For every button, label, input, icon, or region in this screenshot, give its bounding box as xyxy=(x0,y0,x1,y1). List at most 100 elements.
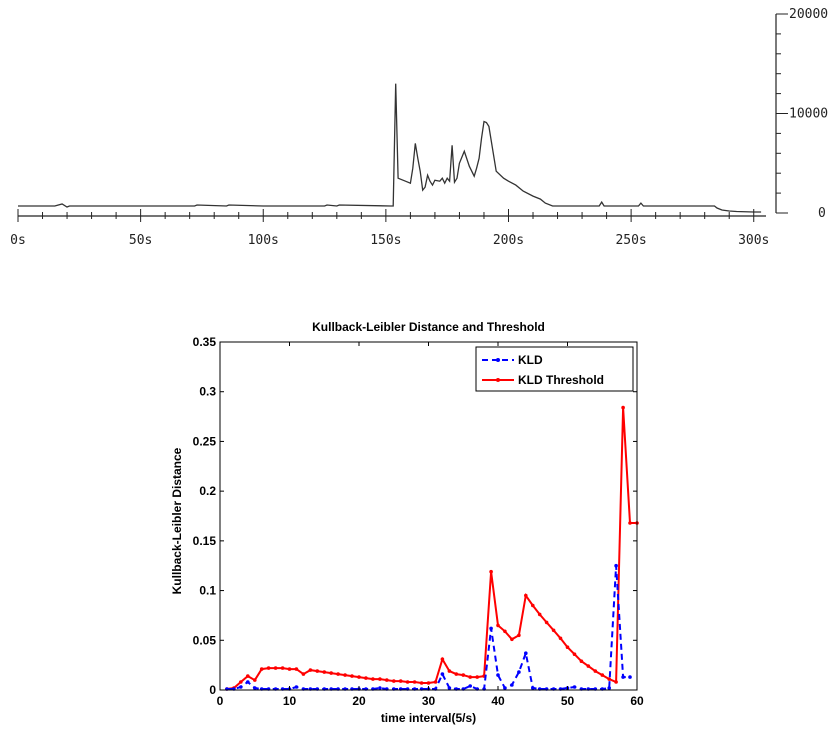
kld-threshold-point xyxy=(586,664,591,668)
kld-point xyxy=(614,563,618,568)
kld-point xyxy=(503,686,507,690)
x-tick-label: 60 xyxy=(630,694,644,708)
kld-threshold-point xyxy=(392,679,396,683)
x-tick-label: 40 xyxy=(491,694,505,708)
x-tick-label: 150s xyxy=(370,233,401,248)
kld-threshold-point xyxy=(378,677,382,681)
kld-point xyxy=(510,683,514,687)
legend-label: KLD xyxy=(518,353,543,367)
y-tick-label: 0.15 xyxy=(193,534,217,548)
kld-point xyxy=(517,670,521,674)
kld-threshold-point xyxy=(621,405,625,410)
x-tick-label: 0s xyxy=(10,233,26,248)
kld-threshold-point xyxy=(301,672,306,676)
kld-threshold-point xyxy=(336,672,340,676)
kld-threshold-point xyxy=(405,680,410,684)
chart-title: Kullback-Leibler Distance and Threshold xyxy=(312,320,545,334)
kld-threshold-point xyxy=(600,673,605,677)
kld-point xyxy=(621,675,625,679)
kld-threshold-point xyxy=(315,669,320,673)
top-chart-plot: 0s 50s 100s 150s 200s 250s 300s 0 10000 20000 xyxy=(10,7,828,248)
y-tick-label: 0.35 xyxy=(193,335,217,349)
y-tick-label: 0 xyxy=(818,206,826,221)
kld-threshold-point xyxy=(412,680,417,684)
kld-threshold-point xyxy=(537,612,542,617)
kld-threshold-point xyxy=(614,680,618,684)
y-tick-label: 0.2 xyxy=(199,484,216,498)
kld-threshold-point xyxy=(266,666,271,670)
kld-point xyxy=(607,686,611,690)
x-tick-label: 30 xyxy=(422,694,436,708)
kld-threshold-point xyxy=(607,677,611,681)
kld-threshold-point xyxy=(461,673,466,677)
kld-threshold-point xyxy=(558,636,563,641)
kld-threshold-point xyxy=(246,674,250,678)
kld-threshold-point xyxy=(385,678,389,682)
kld-point xyxy=(489,626,493,631)
kld-threshold-point xyxy=(524,593,528,598)
kld-threshold-point xyxy=(551,628,556,633)
x-tick-label: 250s xyxy=(615,233,646,248)
x-axis-label: time interval(5/s) xyxy=(381,711,476,725)
kld-threshold-point xyxy=(287,667,292,671)
kld-threshold-point xyxy=(308,668,313,672)
kld-threshold-point xyxy=(364,676,368,680)
kld-threshold-point xyxy=(433,680,438,684)
legend-box xyxy=(475,346,634,392)
kld-threshold-point xyxy=(447,669,452,673)
x-tick-label: 100s xyxy=(248,233,279,248)
kld-threshold-point xyxy=(371,677,375,681)
kld-threshold-point xyxy=(350,674,354,678)
kld-point xyxy=(378,686,382,690)
legend-label: KLD Threshold xyxy=(518,373,604,387)
series-line xyxy=(18,83,762,213)
kld-threshold-point xyxy=(454,672,459,676)
kld-point xyxy=(440,672,445,676)
x-tick-label: 10 xyxy=(283,694,297,708)
series-group xyxy=(225,405,639,691)
kld-threshold-line xyxy=(226,407,637,690)
y-axis-label: Kullback-Leibler Distance xyxy=(170,447,184,594)
kld-threshold-point xyxy=(565,645,570,649)
kld-threshold-point xyxy=(593,669,598,673)
kld-threshold-point xyxy=(259,667,264,671)
kld-threshold-point xyxy=(489,569,493,574)
kld-threshold-point xyxy=(343,673,347,677)
kld-threshold-point xyxy=(531,603,535,608)
x-tick-label: 0 xyxy=(217,694,224,708)
kld-threshold-point xyxy=(329,671,334,675)
kld-threshold-point xyxy=(239,680,243,684)
kld-threshold-point xyxy=(322,670,327,674)
kld-point xyxy=(572,685,577,689)
kld-point xyxy=(294,685,299,689)
kld-threshold-point xyxy=(628,521,632,525)
y-tick-label: 20000 xyxy=(789,7,828,22)
kld-point xyxy=(496,673,500,677)
y-tick-label: 10000 xyxy=(789,107,828,122)
kld-chart-plot: Kullback-Leibler Distance and Threshold t… xyxy=(170,320,644,725)
kld-threshold-point xyxy=(253,678,257,682)
x-tick-label: 50 xyxy=(561,694,575,708)
kld-threshold-point xyxy=(503,629,507,634)
y-tick-label: 0.05 xyxy=(193,633,217,647)
kld-threshold-point xyxy=(510,637,514,642)
kld-threshold-point xyxy=(419,681,424,685)
kld-point xyxy=(253,686,257,690)
kld-point xyxy=(239,685,243,689)
kld-threshold-point xyxy=(294,667,299,671)
kld-line xyxy=(226,565,630,690)
x-tick-label: 300s xyxy=(738,233,769,248)
kld-threshold-point xyxy=(579,659,584,663)
kld-threshold-point xyxy=(496,623,500,628)
y-tick-label: 0 xyxy=(209,683,216,697)
kld-point xyxy=(246,680,250,684)
kld-threshold-point xyxy=(357,675,361,679)
kld-point xyxy=(524,651,528,655)
kld-point xyxy=(468,684,473,688)
legend-swatch-marker xyxy=(496,378,500,382)
kld-threshold-point xyxy=(544,620,549,625)
y-tick-label: 0.3 xyxy=(199,385,216,399)
x-tick-label: 20 xyxy=(352,694,366,708)
